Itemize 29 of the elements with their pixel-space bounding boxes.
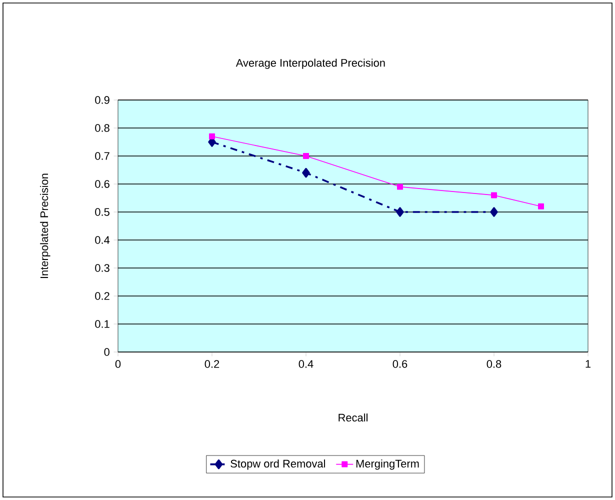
x-axis-title: Recall [338,413,368,422]
x-tick-label: 0.4 [298,360,314,368]
y-axis-title: Interpolated Precision [40,174,50,278]
y-tick-label: 0.2 [95,292,110,300]
x-tick-label: 0 [115,360,121,368]
point [491,192,497,198]
x-tick-label: 1 [586,360,591,368]
y-tick-label: 0.4 [95,236,110,244]
point [396,207,404,217]
y-tick-label: 0.7 [95,152,110,160]
y-tick-label: 0 [104,348,110,356]
y-tick-label: 0.6 [95,180,110,188]
y-tick-label: 0.8 [95,124,110,132]
x-tick-label: 0.2 [204,360,220,368]
legend-label: MergingTerm [356,460,419,470]
x-tick-label: 0.6 [392,360,408,368]
point [302,168,310,178]
chart-title: Average Interpolated Precision [236,58,385,69]
point [538,203,544,210]
legend-label: Stopw ord Removal [230,460,326,470]
y-tick-label: 0.9 [95,96,110,104]
point [397,184,403,190]
point [209,133,215,140]
point [303,153,309,159]
y-tick-label: 0.3 [95,264,110,272]
y-tick-label: 0.1 [95,320,110,328]
x-tick-label: 0.8 [486,360,502,368]
point [490,207,498,217]
y-tick-label: 0.5 [95,208,110,216]
